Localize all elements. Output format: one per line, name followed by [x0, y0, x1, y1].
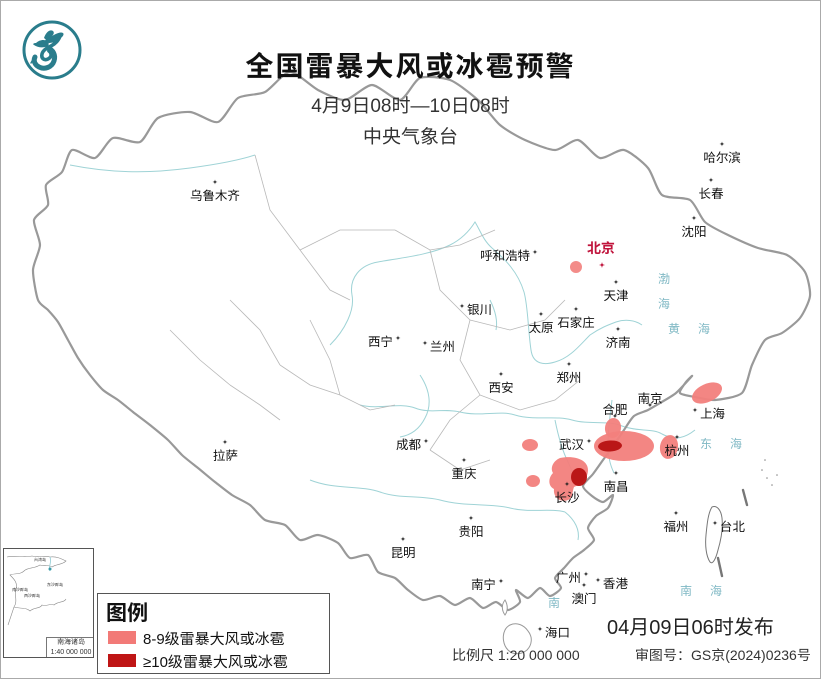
svg-text:台湾岛: 台湾岛: [34, 557, 46, 562]
svg-text:南沙群岛: 南沙群岛: [12, 587, 28, 592]
svg-text:东沙群岛: 东沙群岛: [47, 582, 63, 587]
svg-text:西沙群岛: 西沙群岛: [24, 593, 40, 598]
